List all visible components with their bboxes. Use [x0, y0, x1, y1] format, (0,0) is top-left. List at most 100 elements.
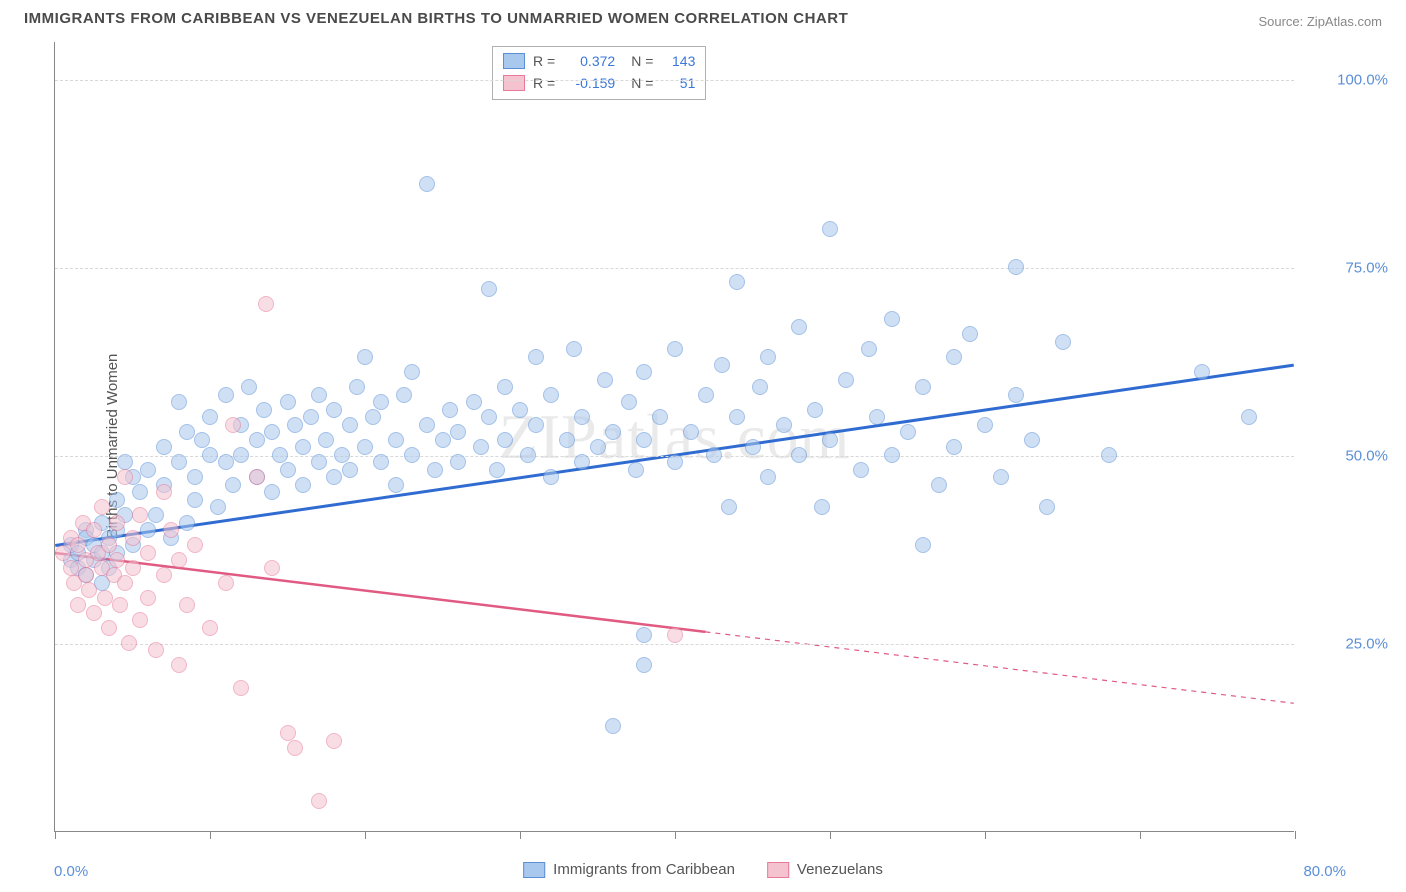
data-point [326, 733, 342, 749]
data-point [179, 515, 195, 531]
data-point [109, 515, 125, 531]
data-point [605, 718, 621, 734]
data-point [427, 462, 443, 478]
data-point [822, 432, 838, 448]
data-point [326, 402, 342, 418]
data-point [109, 492, 125, 508]
data-point [489, 462, 505, 478]
data-point [55, 545, 71, 561]
data-point [287, 417, 303, 433]
data-point [814, 499, 830, 515]
data-point [597, 372, 613, 388]
x-tick [675, 831, 676, 839]
data-point [187, 537, 203, 553]
data-point [249, 469, 265, 485]
data-point [171, 552, 187, 568]
x-tick [830, 831, 831, 839]
data-point [853, 462, 869, 478]
data-point [559, 432, 575, 448]
trend-lines [55, 42, 1294, 831]
data-point [1241, 409, 1257, 425]
data-point [404, 447, 420, 463]
stat-r-label: R = [533, 75, 555, 91]
data-point [295, 477, 311, 493]
data-point [117, 454, 133, 470]
data-point [419, 176, 435, 192]
data-point [528, 349, 544, 365]
data-point [388, 477, 404, 493]
data-point [628, 462, 644, 478]
data-point [86, 605, 102, 621]
data-point [78, 567, 94, 583]
data-point [334, 447, 350, 463]
x-tick [985, 831, 986, 839]
x-tick [210, 831, 211, 839]
data-point [97, 590, 113, 606]
legend-item: Venezuelans [767, 861, 883, 878]
gridline [55, 80, 1294, 81]
data-point [1055, 334, 1071, 350]
data-point [1101, 447, 1117, 463]
data-point [481, 281, 497, 297]
data-point [101, 620, 117, 636]
data-point [202, 447, 218, 463]
data-point [264, 424, 280, 440]
data-point [233, 680, 249, 696]
data-point [125, 530, 141, 546]
data-point [1024, 432, 1040, 448]
stats-row: R =0.372N =143 [503, 50, 695, 72]
data-point [791, 447, 807, 463]
data-point [481, 409, 497, 425]
data-point [566, 341, 582, 357]
data-point [520, 447, 536, 463]
data-point [977, 417, 993, 433]
data-point [636, 364, 652, 380]
data-point [1008, 259, 1024, 275]
data-point [272, 447, 288, 463]
data-point [171, 454, 187, 470]
x-axis-min-label: 0.0% [54, 863, 88, 880]
data-point [218, 454, 234, 470]
data-point [140, 590, 156, 606]
data-point [179, 424, 195, 440]
data-point [342, 417, 358, 433]
x-tick [365, 831, 366, 839]
data-point [148, 642, 164, 658]
data-point [117, 469, 133, 485]
data-point [171, 657, 187, 673]
data-point [70, 597, 86, 613]
data-point [838, 372, 854, 388]
data-point [729, 274, 745, 290]
x-tick [1295, 831, 1296, 839]
data-point [667, 341, 683, 357]
chart-container: IMMIGRANTS FROM CARIBBEAN VS VENEZUELAN … [0, 0, 1406, 892]
data-point [357, 439, 373, 455]
data-point [132, 507, 148, 523]
data-point [287, 740, 303, 756]
data-point [311, 793, 327, 809]
data-point [117, 575, 133, 591]
data-point [218, 575, 234, 591]
data-point [760, 349, 776, 365]
data-point [915, 379, 931, 395]
data-point [621, 394, 637, 410]
data-point [442, 402, 458, 418]
data-point [156, 567, 172, 583]
data-point [303, 409, 319, 425]
data-point [466, 394, 482, 410]
y-tick-label: 25.0% [1345, 635, 1388, 652]
data-point [311, 454, 327, 470]
data-point [1194, 364, 1210, 380]
data-point [94, 499, 110, 515]
legend-swatch [523, 862, 545, 878]
data-point [373, 394, 389, 410]
y-tick-label: 75.0% [1345, 259, 1388, 276]
data-point [63, 560, 79, 576]
stat-n-label: N = [631, 75, 653, 91]
data-point [419, 417, 435, 433]
stat-r-value: -0.159 [563, 75, 615, 91]
data-point [202, 620, 218, 636]
data-point [112, 597, 128, 613]
data-point [884, 311, 900, 327]
data-point [915, 537, 931, 553]
